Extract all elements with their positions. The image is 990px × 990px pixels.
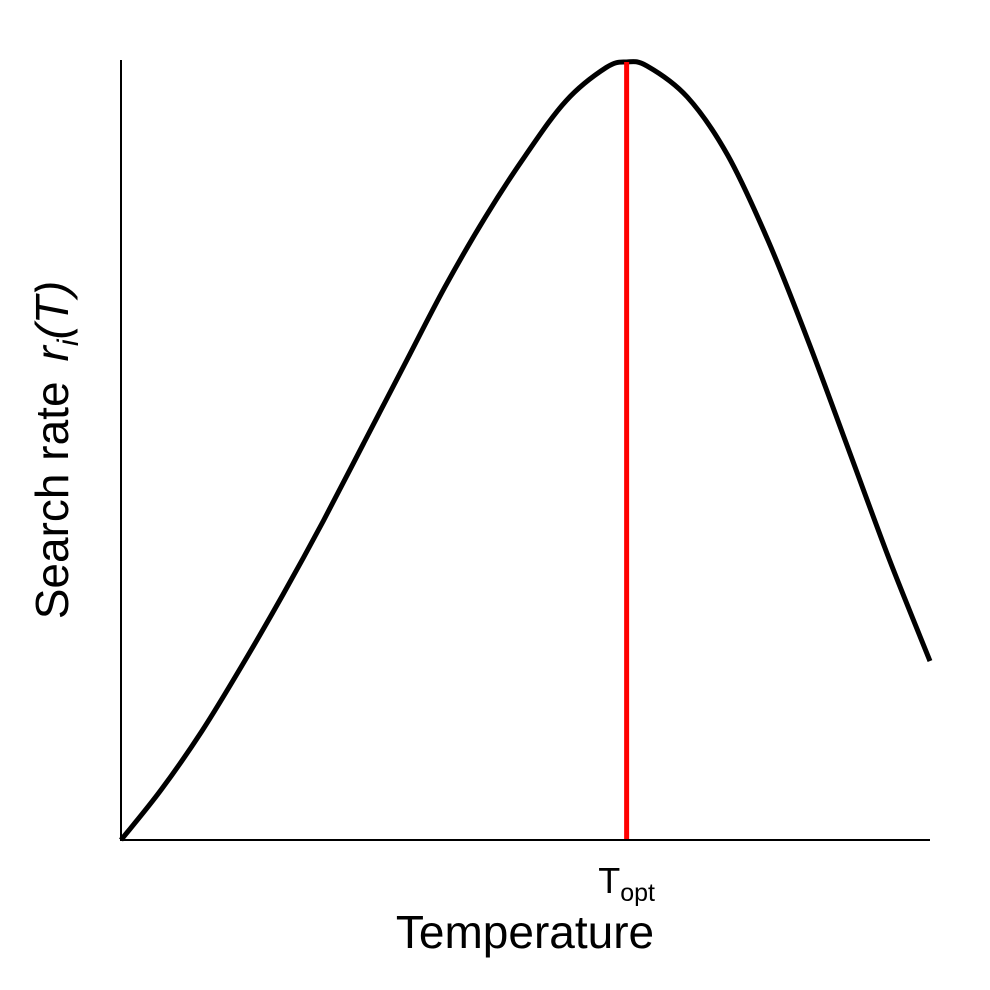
x-tick-label-base: T xyxy=(598,860,620,901)
svg-text:Search rateri(T): Search rate ri(T) xyxy=(26,281,85,620)
y-axis-label-subscript: i xyxy=(52,338,85,346)
plot-area xyxy=(119,59,933,842)
y-axis-label-symbol: r xyxy=(26,344,78,361)
x-tick-label-subscript: opt xyxy=(620,879,655,907)
y-axis-label: Search rate ri(T) xyxy=(26,281,85,620)
series-line-1 xyxy=(119,59,933,842)
y-axis-label-text: Search rate xyxy=(26,381,78,619)
x-tick-label-t-opt: Topt xyxy=(598,860,655,907)
y-axis-label-argument: (T) xyxy=(26,281,78,340)
x-axis-label: Temperature xyxy=(396,906,654,958)
